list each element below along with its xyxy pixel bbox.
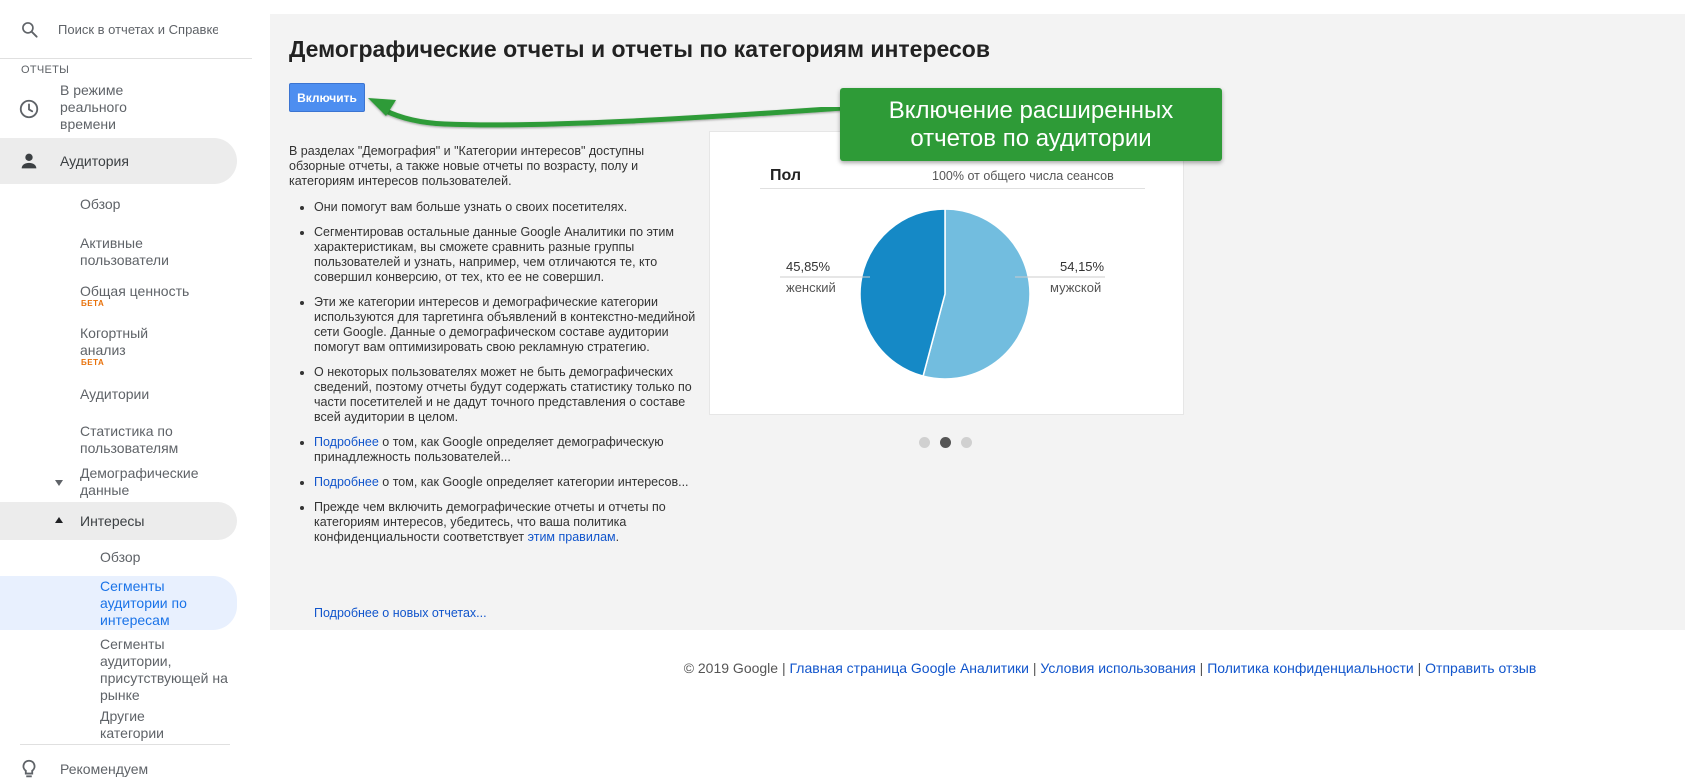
copyright: © 2019 Google bbox=[683, 660, 779, 676]
sidebar-item-label: Рекомендуем bbox=[60, 761, 149, 777]
separator: | bbox=[1413, 660, 1426, 676]
clock-icon bbox=[19, 99, 39, 119]
lightbulb-icon bbox=[22, 759, 36, 778]
list-item: Эти же категории интересов и демографиче… bbox=[314, 295, 714, 355]
sidebar-item-label: Другие категории bbox=[100, 708, 164, 741]
list-item: Они помогут вам больше узнать о своих по… bbox=[314, 200, 714, 215]
person-icon bbox=[21, 153, 37, 169]
policy-rules-link[interactable]: этим правилам bbox=[527, 530, 616, 544]
search-bar bbox=[0, 0, 252, 58]
sidebar-item-label: Обзор bbox=[100, 549, 141, 565]
divider bbox=[760, 188, 1145, 189]
sidebar-item-demographics[interactable]: Демографические данные bbox=[0, 462, 237, 502]
sidebar-item-label: Сегменты аудитории по интересам bbox=[100, 578, 187, 628]
divider bbox=[20, 744, 230, 745]
list-item: О некоторых пользователях может не быть … bbox=[314, 365, 714, 425]
sidebar-item-lifetime-value[interactable]: Общая ценность БЕТА bbox=[0, 280, 237, 310]
pie-slice-female[interactable] bbox=[859, 208, 946, 378]
sidebar-item-recommend[interactable]: Рекомендуем bbox=[0, 754, 237, 779]
gender-chart-card: Пол 100% от общего числа сеансов 45,85% … bbox=[709, 131, 1184, 415]
sidebar-item-label: Демографические данные bbox=[80, 465, 199, 498]
list-item-text: Сегментировав остальные данные Google Ан… bbox=[314, 225, 674, 284]
footer: © 2019 Google | Главная страница Google … bbox=[0, 660, 1685, 676]
chart-title: Пол bbox=[770, 167, 802, 184]
sidebar-item-other-categories[interactable]: Другие категории bbox=[0, 708, 237, 744]
sidebar-item-label: Обзор bbox=[80, 196, 121, 212]
sidebar-item-interests[interactable]: Интересы bbox=[0, 502, 237, 540]
carousel-dot[interactable] bbox=[919, 437, 930, 448]
sidebar-item-label: Интересы bbox=[80, 513, 145, 529]
callout-line: отчетов по аудитории bbox=[910, 125, 1152, 152]
pie-slice-male[interactable] bbox=[922, 208, 1031, 380]
divider bbox=[0, 58, 252, 59]
pie-value-label: 54,15% bbox=[1060, 259, 1105, 274]
list-item-text: Прежде чем включить демографические отче… bbox=[314, 500, 666, 544]
separator: | bbox=[1195, 660, 1208, 676]
list-item-text: Они помогут вам больше узнать о своих по… bbox=[314, 200, 628, 214]
sidebar-item-label: В режиме реального времени bbox=[60, 82, 127, 132]
separator: | bbox=[1028, 660, 1041, 676]
beta-badge: БЕТА bbox=[81, 358, 105, 367]
sidebar-item-label: Активные пользователи bbox=[80, 235, 169, 268]
sidebar-item-active-users[interactable]: Активные пользователи bbox=[0, 232, 237, 272]
sidebar-item-audience[interactable]: Аудитория bbox=[0, 138, 237, 184]
callout-box: Включение расширенных отчетов по аудитор… bbox=[840, 88, 1222, 161]
learn-more-link[interactable]: Подробнее bbox=[314, 475, 379, 489]
search-icon[interactable] bbox=[20, 20, 40, 40]
list-item-text: о том, как Google определяет категории и… bbox=[378, 475, 689, 489]
carousel-dot[interactable] bbox=[961, 437, 972, 448]
sidebar-item-overview[interactable]: Обзор bbox=[0, 192, 237, 218]
collapse-arrow-icon bbox=[55, 517, 63, 523]
sidebar-item-cohort[interactable]: Когортный анализ БЕТА bbox=[0, 322, 237, 367]
sidebar-item-label: Общая ценность bbox=[80, 283, 190, 299]
pie-chart bbox=[780, 208, 1105, 380]
sidebar-item-label: Сегменты аудитории, присутствующей на ры… bbox=[100, 636, 228, 703]
intro-text: В разделах "Демография" и "Категории инт… bbox=[289, 144, 645, 188]
callout-text: Включение расширенных отчетов по аудитор… bbox=[840, 97, 1222, 153]
page-title: Демографические отчеты и отчеты по катег… bbox=[289, 36, 990, 62]
sidebar-item-in-market[interactable]: Сегменты аудитории, присутствующей на ры… bbox=[0, 634, 237, 704]
sidebar-item-label: Аудитория bbox=[60, 153, 129, 169]
pie-value-label: 45,85% bbox=[786, 259, 831, 274]
expand-arrow-icon bbox=[55, 480, 63, 486]
info-list: Они помогут вам больше узнать о своих по… bbox=[289, 200, 714, 545]
chart-subtitle: 100% от общего числа сеансов bbox=[932, 169, 1114, 183]
separator: | bbox=[778, 660, 790, 676]
list-item-text: . bbox=[615, 530, 620, 544]
footer-link-ga-home[interactable]: Главная страница Google Аналитики bbox=[789, 660, 1029, 676]
sidebar-item-affinity[interactable]: Сегменты аудитории по интересам bbox=[0, 576, 237, 630]
carousel-dot-active[interactable] bbox=[940, 437, 951, 448]
list-item-text: Эти же категории интересов и демографиче… bbox=[314, 295, 696, 354]
footer-link-feedback[interactable]: Отправить отзыв bbox=[1425, 660, 1537, 676]
list-item-text: О некоторых пользователях может не быть … bbox=[314, 365, 692, 424]
footer-link-privacy[interactable]: Политика конфиденциальности bbox=[1207, 660, 1414, 676]
sidebar-item-realtime[interactable]: В режиме реального времени bbox=[0, 80, 237, 136]
sidebar-item-interests-overview[interactable]: Обзор bbox=[0, 545, 237, 571]
pie-category-label: мужской bbox=[1050, 280, 1102, 295]
carousel-dots bbox=[919, 437, 979, 449]
list-item: Прежде чем включить демографические отче… bbox=[314, 500, 714, 545]
sidebar-item-audiences[interactable]: Аудитории bbox=[0, 382, 237, 408]
list-item: Подробнее о том, как Google определяет д… bbox=[314, 435, 714, 465]
list-item-text: о том, как Google определяет демографиче… bbox=[314, 435, 664, 464]
reports-section-label: ОТЧЕТЫ bbox=[21, 64, 70, 76]
list-item: Подробнее о том, как Google определяет к… bbox=[314, 475, 714, 490]
beta-badge: БЕТА bbox=[81, 299, 105, 308]
sidebar: ОТЧЕТЫ В режиме реального времени Аудито… bbox=[0, 0, 252, 779]
search-input[interactable] bbox=[58, 17, 218, 41]
pie-category-label: женский bbox=[786, 280, 836, 295]
enable-button[interactable]: Включить bbox=[289, 83, 365, 112]
sidebar-item-label: Когортный анализ bbox=[80, 325, 149, 358]
learn-more-link[interactable]: Подробнее bbox=[314, 435, 379, 449]
sidebar-item-label: Статистика по пользователям bbox=[80, 423, 179, 456]
list-item: Сегментировав остальные данные Google Ан… bbox=[314, 225, 714, 285]
sidebar-item-label: Аудитории bbox=[80, 386, 150, 402]
footer-link-terms[interactable]: Условия использования bbox=[1040, 660, 1196, 676]
sidebar-item-user-explorer[interactable]: Статистика по пользователям bbox=[0, 420, 237, 460]
new-reports-link[interactable]: Подробнее о новых отчетах... bbox=[314, 606, 487, 620]
callout-line: Включение расширенных bbox=[888, 97, 1174, 124]
